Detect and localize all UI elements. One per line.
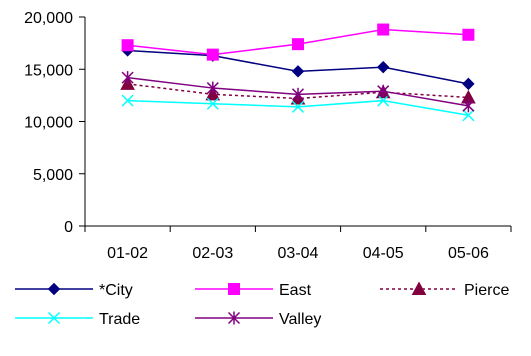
legend-label: *City — [99, 282, 133, 299]
x-axis: 01-02 02-03 03-04 04-05 05-06 — [84, 225, 512, 262]
y-tick-label: 15,000 — [24, 62, 73, 79]
data-point-city — [376, 60, 390, 74]
data-point-city — [291, 65, 305, 78]
data-point-valley — [121, 71, 134, 85]
data-point-valley — [377, 84, 390, 98]
data-point-east — [377, 23, 390, 36]
data-point-trade — [291, 100, 305, 113]
y-tick-label: 5,000 — [33, 167, 73, 184]
data-point-trade — [462, 109, 475, 122]
data-point-valley — [291, 87, 305, 101]
data-point-city — [462, 77, 475, 91]
data-point-east — [121, 39, 134, 52]
legend: *City East Pierce Trade Valley — [15, 281, 509, 328]
y-tick-label: 0 — [64, 219, 73, 236]
x-tick-label: 04-05 — [363, 245, 404, 262]
legend-marker — [47, 311, 61, 325]
x-tick-label: 05-06 — [448, 245, 489, 262]
series-layer — [120, 23, 476, 122]
x-tick-label: 03-04 — [278, 245, 319, 262]
legend-item-east: East — [195, 282, 312, 299]
legend-label: Trade — [99, 311, 140, 328]
legend-marker — [228, 283, 240, 295]
data-point-east — [206, 48, 219, 61]
data-point-east — [462, 28, 475, 41]
data-point-valley — [206, 81, 219, 95]
y-tick-label: 10,000 — [24, 115, 73, 132]
data-point-valley — [462, 99, 475, 113]
y-tick-label: 20,000 — [24, 10, 73, 27]
legend-item-city: *City — [15, 282, 133, 299]
legend-marker — [411, 281, 427, 295]
legend-marker — [47, 282, 61, 296]
x-tick-label: 01-02 — [107, 245, 148, 262]
legend-label: Valley — [279, 311, 321, 328]
data-point-trade — [377, 94, 390, 107]
legend-marker — [227, 311, 241, 325]
legend-item-pierce: Pierce — [380, 281, 509, 299]
y-axis: 0 5,000 10,000 15,000 20,000 — [24, 10, 86, 236]
data-point-trade — [206, 97, 219, 110]
legend-item-trade: Trade — [15, 311, 140, 328]
legend-item-valley: Valley — [195, 311, 321, 328]
legend-label: East — [279, 282, 312, 299]
legend-label: Pierce — [464, 282, 509, 299]
data-point-east — [292, 38, 304, 51]
data-point-trade — [121, 94, 134, 107]
x-tick-label: 02-03 — [192, 245, 233, 262]
